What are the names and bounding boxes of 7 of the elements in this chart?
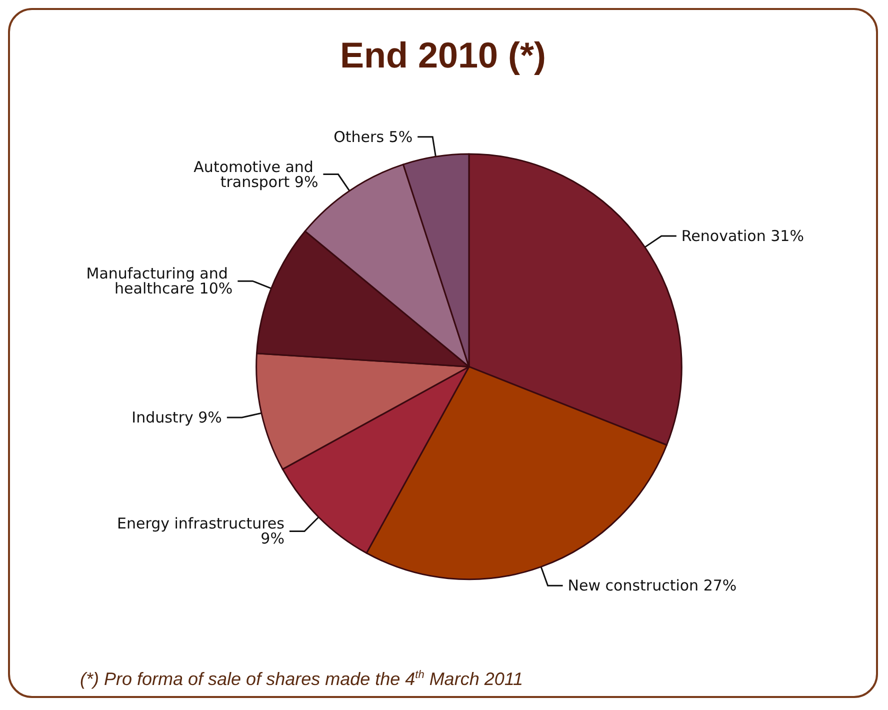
slice-label: Industry 9%: [132, 408, 222, 426]
slice-label: Manufacturing and healthcare 10%: [86, 264, 233, 298]
slice-label: Renovation 31%: [681, 226, 804, 245]
slice-label: Others 5%: [334, 128, 413, 146]
slice-label: Automotive and transport 9%: [194, 158, 318, 191]
chart-title: End 2010 (*): [340, 34, 546, 76]
slice-label: New construction 27%: [568, 576, 737, 595]
